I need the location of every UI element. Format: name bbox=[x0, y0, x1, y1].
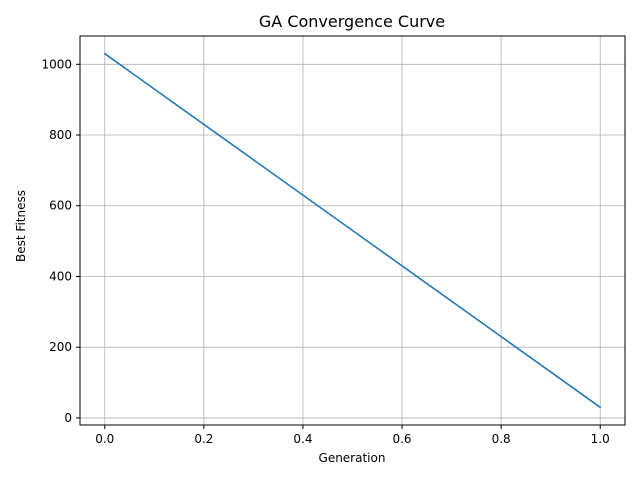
y-tick-label: 1000 bbox=[41, 57, 72, 71]
y-tick-label: 600 bbox=[49, 199, 72, 213]
series-layer bbox=[103, 52, 602, 409]
x-tick-label: 0.6 bbox=[392, 432, 411, 446]
plot-frame bbox=[79, 35, 626, 426]
y-tick-label: 400 bbox=[49, 269, 72, 283]
series-line bbox=[103, 52, 602, 409]
x-tick-label: 1.0 bbox=[591, 432, 610, 446]
y-tick-label: 800 bbox=[49, 128, 72, 142]
chart-title: GA Convergence Curve bbox=[259, 12, 445, 31]
tick-layer: 0.0 0.2 0.4 0.6 0.8 1.0 0 200 400 600 800 1000 bbox=[41, 57, 609, 446]
x-axis-label: Generation bbox=[319, 451, 386, 465]
y-axis-label: Best Fitness bbox=[14, 190, 28, 262]
x-tick-label: 0.2 bbox=[194, 432, 213, 446]
grid-layer bbox=[80, 36, 625, 425]
x-tick-label: 0.4 bbox=[293, 432, 312, 446]
x-tick-label: 0.0 bbox=[95, 432, 114, 446]
y-tick-label: 200 bbox=[49, 340, 72, 354]
y-tick-label: 0 bbox=[64, 411, 72, 425]
x-tick-label: 0.8 bbox=[492, 432, 511, 446]
